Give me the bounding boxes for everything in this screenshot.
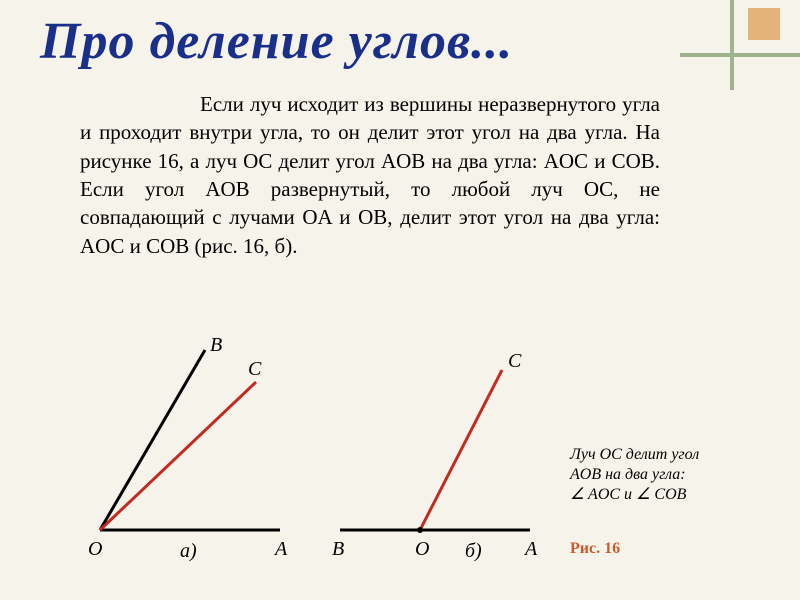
corner-decoration: [660, 0, 800, 90]
figure-label: Рис. 16: [570, 540, 620, 558]
body-paragraph-text: Если луч исходит из вершины не­развернут…: [80, 92, 660, 258]
ray-OC-b: [420, 370, 502, 530]
caption-line3: ∠ AOC и ∠ COB: [570, 485, 699, 505]
page-title: Про деление углов...: [40, 12, 513, 71]
label-C-a: C: [248, 358, 261, 381]
label-A-b: A: [525, 538, 537, 561]
ray-OC-a: [100, 382, 256, 530]
origin-dot-b: [417, 527, 423, 533]
caption-line2: AOB на два угла:: [570, 465, 699, 485]
label-C-b: C: [508, 350, 521, 373]
label-B-b: B: [332, 538, 344, 561]
ray-OB-a: [100, 350, 205, 530]
diagram-area: O B C A а) B O C A б) Луч OC делит угол …: [70, 340, 730, 570]
label-B-a: B: [210, 334, 222, 357]
corner-square: [748, 8, 780, 40]
sublabel-a: а): [180, 540, 197, 563]
label-A-a: A: [275, 538, 287, 561]
label-O-a: O: [88, 538, 102, 561]
caption-line1: Луч OC делит угол: [570, 445, 699, 465]
diagram-caption: Луч OC делит угол AOB на два угла: ∠ AOC…: [570, 445, 699, 505]
sublabel-b: б): [465, 540, 482, 563]
label-O-b: O: [415, 538, 429, 561]
title-text: Про деление углов...: [40, 13, 513, 70]
body-paragraph: Если луч исходит из вершины не­развернут…: [80, 90, 660, 260]
diagram-b: [340, 370, 530, 533]
